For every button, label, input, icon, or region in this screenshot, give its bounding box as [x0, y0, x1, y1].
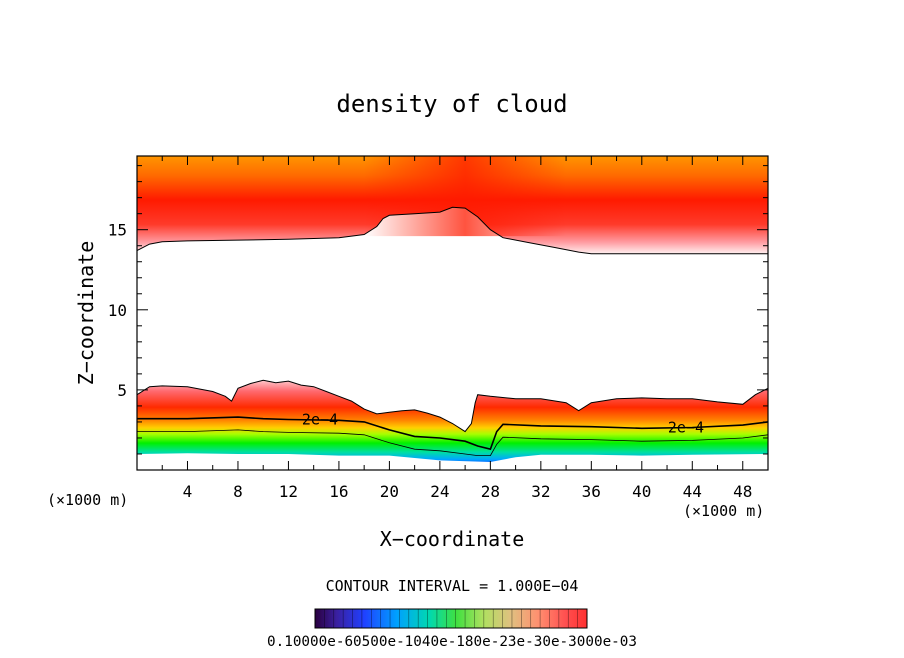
x-tick-label-32: 32: [531, 482, 550, 501]
contour-2e-4: [137, 416, 768, 451]
contour-label-1: 2e−4: [668, 418, 704, 436]
y-axis-label: Z−coordinate: [74, 241, 98, 386]
upper-cloud-core: [364, 156, 567, 237]
y-axis-ticks: 5 10 15: [108, 165, 768, 455]
lower-cloud-layer: [137, 380, 768, 470]
upper-layer-contour: [137, 206, 768, 255]
x-tick-label-48: 48: [733, 482, 752, 501]
x-unit-left: (×1000 m): [47, 491, 128, 509]
contour-label-0: 2e−4: [302, 410, 338, 428]
colorbar-level-lines: [324, 609, 578, 628]
x-tick-label-20: 20: [380, 482, 399, 501]
contour-2e-4-inner: [137, 429, 768, 456]
x-tick-label-28: 28: [481, 482, 500, 501]
y-tick-label-10: 10: [108, 301, 127, 320]
y-tick-label-15: 15: [108, 221, 127, 240]
lower-layer-contour: [137, 379, 768, 433]
chart-title: density of cloud: [336, 90, 567, 118]
x-tick-label-36: 36: [582, 482, 601, 501]
x-tick-label-16: 16: [329, 482, 348, 501]
x-axis-label: X−coordinate: [380, 527, 525, 551]
y-tick-label-5: 5: [117, 381, 127, 400]
x-tick-label-4: 4: [183, 482, 193, 501]
plot-frame: [136, 155, 769, 471]
contour-labels: 2e−4 2e−4: [302, 410, 704, 436]
colorbar-labels: 0.10000e-60500e-1040e-180e-23e-30e-3000e…: [267, 634, 637, 650]
x-tick-label-12: 12: [279, 482, 298, 501]
x-tick-label-8: 8: [233, 482, 243, 501]
colorbar: [314, 608, 588, 629]
x-unit-right: (×1000 m): [683, 502, 764, 520]
x-tick-label-24: 24: [430, 482, 449, 501]
x-tick-label-44: 44: [683, 482, 702, 501]
contour-interval-note: CONTOUR INTERVAL = 1.000E−04: [326, 577, 579, 595]
ground-clear-band: [137, 453, 768, 470]
x-tick-label-40: 40: [632, 482, 651, 501]
x-axis-ticks: 4 8 12 16 20 24 28 32 36 40 44 48: [161, 156, 752, 501]
